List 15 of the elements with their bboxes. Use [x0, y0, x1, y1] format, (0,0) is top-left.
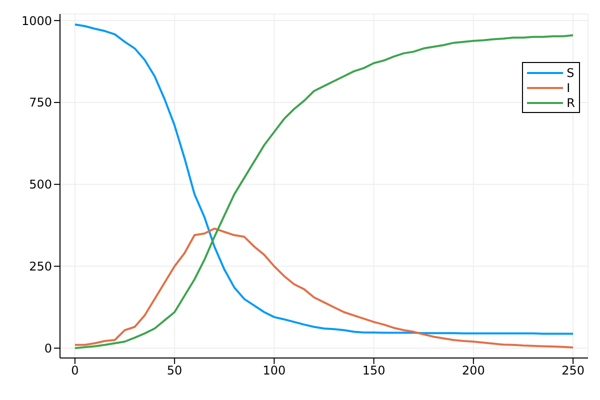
- x-tick-label: 50: [166, 364, 182, 378]
- y-tick-label: 750: [29, 96, 52, 110]
- line-series: [74, 228, 574, 349]
- legend-label: I: [566, 80, 570, 94]
- y-tick-label: 250: [29, 260, 52, 274]
- y-tick-label: 500: [29, 178, 52, 192]
- x-tick-label: 150: [362, 364, 386, 378]
- x-tick-label: 250: [562, 364, 585, 378]
- x-tick-label: 0: [71, 364, 79, 378]
- legend-label: S: [566, 66, 574, 80]
- y-tick-label: 0: [44, 341, 52, 356]
- x-tick-label: 100: [262, 364, 286, 378]
- x-tick-label: 200: [462, 364, 485, 378]
- y-tick-label: 1000: [21, 14, 52, 28]
- legend-label: R: [566, 96, 575, 110]
